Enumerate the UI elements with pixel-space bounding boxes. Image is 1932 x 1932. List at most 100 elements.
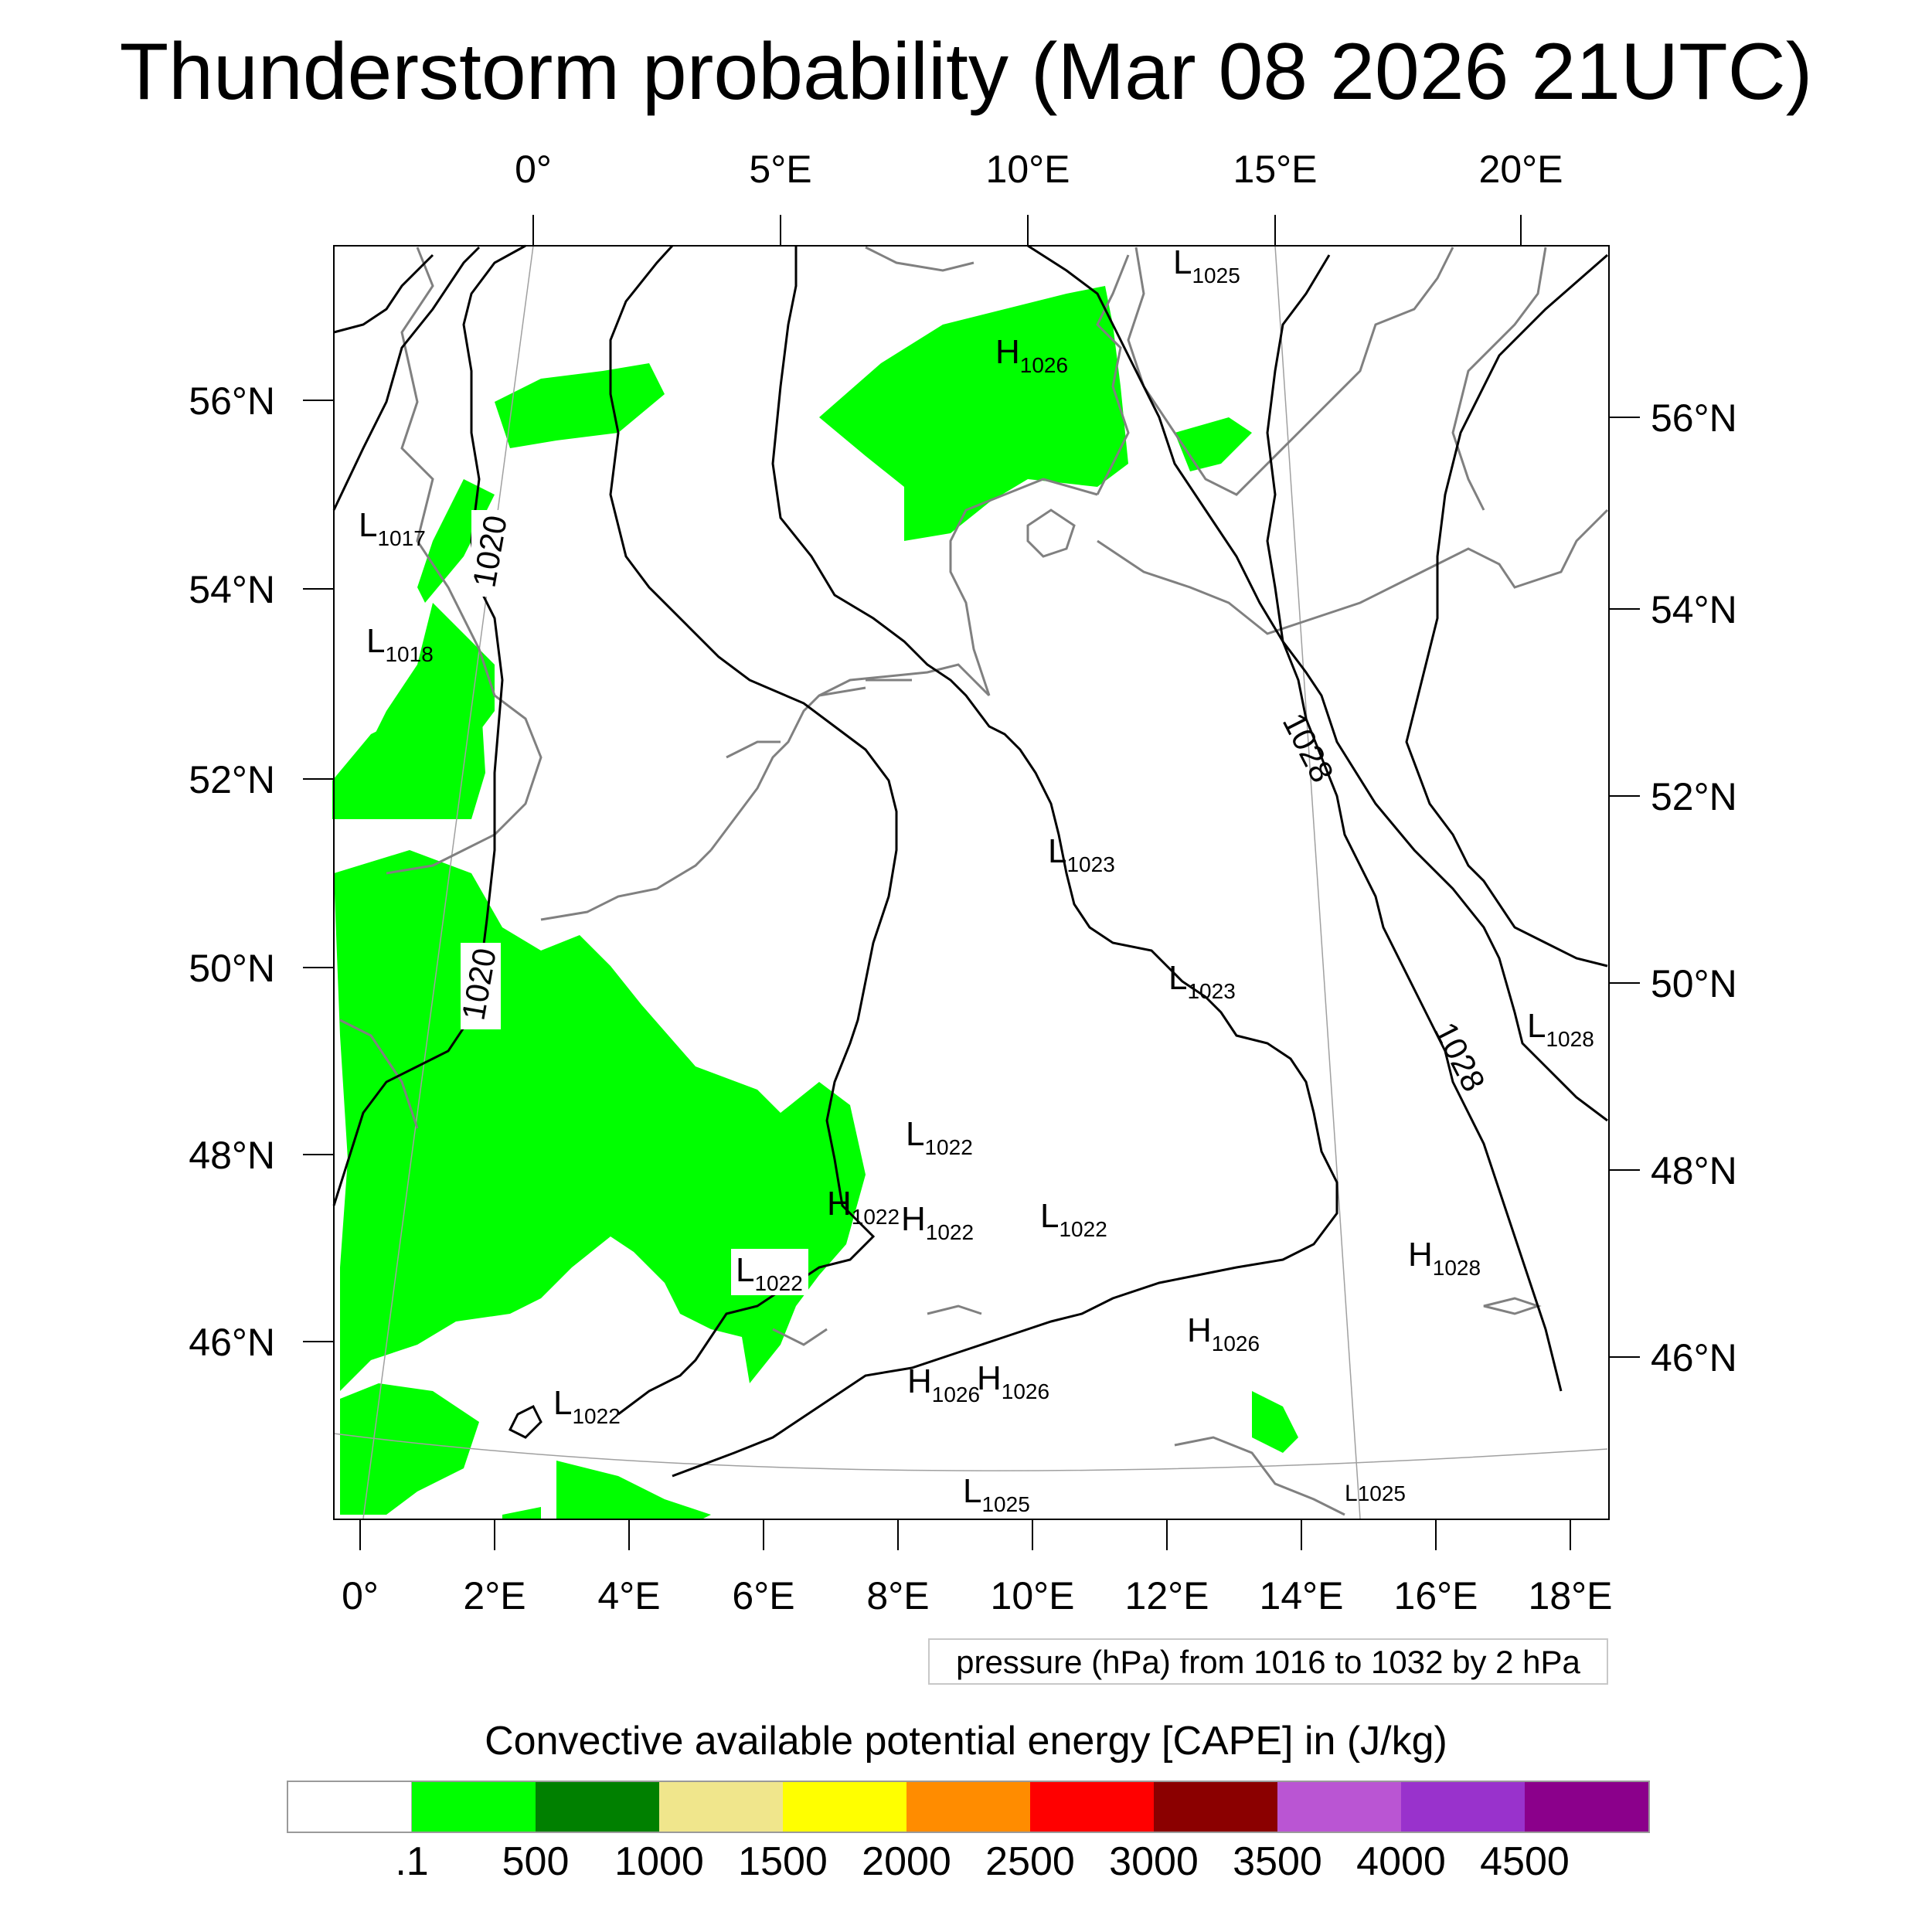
map-title: Thunderstorm probability (Mar 08 2026 21… <box>119 27 1813 117</box>
coastlines <box>339 246 1609 1516</box>
coast-germany-north <box>949 478 1098 696</box>
lat-label-right: 48°N <box>1651 1149 1737 1192</box>
colorbar-label: 3000 <box>1109 1839 1199 1884</box>
lon-label-bottom: 10°E <box>991 1574 1075 1617</box>
pressure-center: H1026 <box>1187 1311 1260 1355</box>
pressure-center: L1028 <box>1527 1007 1594 1051</box>
coast-benelux <box>709 663 991 851</box>
lon-labels-top: 0° 5°E 10°E 15°E 20°E <box>515 148 1563 191</box>
cape-area-hungary <box>1252 1391 1298 1453</box>
tick-marks <box>303 215 1640 1550</box>
colorbar-label: .1 <box>395 1839 429 1884</box>
coast-alpine-lakes <box>927 1304 982 1315</box>
cape-area-south-france <box>340 1383 479 1515</box>
lon-label-top: 0° <box>515 148 552 191</box>
pressure-center: H1028 <box>1408 1236 1481 1280</box>
colorbar-swatch <box>288 1782 412 1832</box>
pressure-centers: L1017 L1018 L1025 H1026 L1023 L1023 L102… <box>359 243 1594 1516</box>
coast-lake-balaton <box>1483 1297 1542 1315</box>
colorbar-swatch <box>1525 1782 1648 1832</box>
colorbar-swatch <box>1277 1782 1401 1832</box>
isobar-far-east <box>1405 253 1608 968</box>
parallel-45n <box>333 1433 1608 1471</box>
pressure-center: H1026 <box>907 1362 980 1406</box>
isobar-label: 1028 <box>1276 707 1341 788</box>
lon-label-top: 5°E <box>749 148 811 191</box>
pressure-center: H1022 <box>901 1200 974 1244</box>
lon-label-top: 20°E <box>1479 148 1563 191</box>
isobar-south-lows <box>508 1404 543 1439</box>
colorbar-swatch <box>412 1782 536 1832</box>
colorbar <box>287 1781 1650 1833</box>
lon-label-top: 15°E <box>1233 148 1318 191</box>
isobar-east-a <box>1027 244 1608 1122</box>
lat-label-right: 46°N <box>1651 1336 1737 1379</box>
lat-label-left: 48°N <box>189 1134 275 1177</box>
lon-label-bottom: 18°E <box>1529 1574 1613 1617</box>
colorbar-swatch <box>1401 1782 1525 1832</box>
cape-area-north-sea-west <box>495 363 665 448</box>
coast-great-britain <box>386 247 543 875</box>
lat-label-right: 50°N <box>1651 962 1737 1005</box>
pressure-center: L1025 <box>1345 1481 1406 1506</box>
lon-label-top: 10°E <box>986 148 1070 191</box>
meridian-15e <box>1274 245 1361 1519</box>
pressure-center: L1023 <box>1048 832 1115 876</box>
colorbar-label: 2000 <box>862 1839 951 1884</box>
lon-label-bottom: 4°E <box>597 1574 660 1617</box>
isobar-mid-b <box>672 246 1338 1478</box>
colorbar-title: Convective available potential energy [C… <box>485 1719 1447 1764</box>
lon-label-bottom: 8°E <box>866 1574 929 1617</box>
colorbar-label: 1000 <box>614 1839 704 1884</box>
colorbar-label: 4500 <box>1480 1839 1570 1884</box>
coast-netherlands-islands <box>726 679 912 759</box>
pressure-center: L1025 <box>963 1472 1030 1516</box>
coast-france-north <box>540 849 713 921</box>
graticule <box>333 245 1608 1519</box>
coast-france-west <box>339 1019 419 1129</box>
lon-label-bottom: 2°E <box>463 1574 526 1617</box>
isobars <box>332 244 1608 1478</box>
colorbar-label: 2500 <box>985 1839 1075 1884</box>
pressure-center: H1022 <box>827 1185 900 1229</box>
lat-labels-left: 56°N 54°N 52°N 50°N 48°N 46°N <box>189 379 275 1364</box>
cape-area-balearic <box>502 1507 541 1519</box>
colorbar-swatch <box>1154 1782 1277 1832</box>
pressure-center: H1026 <box>977 1359 1049 1403</box>
coast-adriatic <box>1174 1436 1345 1516</box>
isobar-label-bg <box>461 943 501 1029</box>
coast-baltic-germany-poland <box>1097 509 1609 635</box>
contour-note: pressure (hPa) from 1016 to 1032 by 2 hP… <box>928 1638 1608 1685</box>
coast-denmark-east <box>1096 254 1130 495</box>
coast-sweden <box>1127 247 1454 496</box>
lon-label-bottom: 6°E <box>732 1574 794 1617</box>
coast-danish-islands <box>1026 509 1076 558</box>
lat-label-left: 46°N <box>189 1321 275 1364</box>
lon-label-bottom: 12°E <box>1125 1574 1209 1617</box>
lat-label-right: 56°N <box>1651 396 1737 440</box>
coast-norway-south <box>865 246 975 272</box>
lon-labels-bottom: 0° 2°E 4°E 6°E 8°E 10°E 12°E 14°E 16°E 1… <box>342 1574 1612 1617</box>
lat-label-left: 50°N <box>189 947 275 990</box>
colorbar-label: 3500 <box>1233 1839 1322 1884</box>
cape-area-sweden <box>1175 417 1252 471</box>
isobar-label: 1028 <box>1427 1016 1492 1097</box>
colorbar-label: 4000 <box>1356 1839 1446 1884</box>
lon-label-bottom: 0° <box>342 1574 379 1617</box>
pressure-center: L1025 <box>1173 243 1240 287</box>
colorbar-swatch <box>659 1782 783 1832</box>
isobar-1028 <box>1266 254 1563 1392</box>
pressure-center: L1022 <box>1040 1197 1107 1241</box>
isobar-west-a <box>332 246 481 511</box>
pressure-center: L1022 <box>906 1115 973 1159</box>
colorbar-swatch <box>783 1782 906 1832</box>
pressure-center: L1018 <box>366 622 434 666</box>
colorbar-swatch <box>536 1782 659 1832</box>
coast-lake-geneva <box>772 1328 828 1346</box>
colorbar-swatch <box>906 1782 1030 1832</box>
colorbar-label: 500 <box>502 1839 570 1884</box>
lat-label-left: 52°N <box>189 758 275 801</box>
coast-baltic-states <box>1451 247 1547 511</box>
meridian-0 <box>362 245 534 1519</box>
